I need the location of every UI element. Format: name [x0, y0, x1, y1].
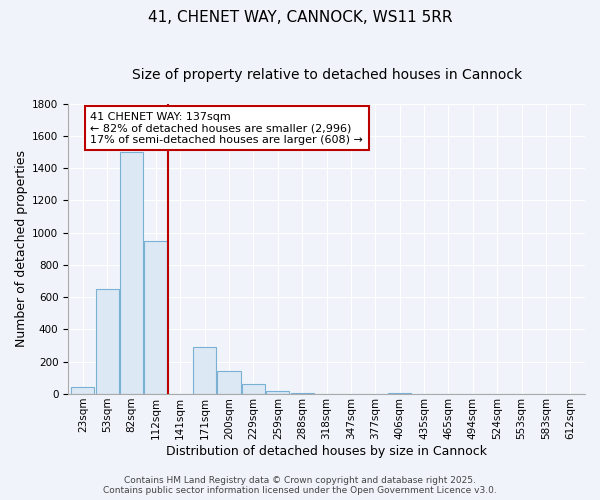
Bar: [242, 384, 265, 394]
Bar: [388, 393, 411, 394]
Text: Contains HM Land Registry data © Crown copyright and database right 2025.
Contai: Contains HM Land Registry data © Crown c…: [103, 476, 497, 495]
Bar: [217, 372, 241, 394]
Bar: [290, 393, 314, 394]
Bar: [266, 391, 289, 394]
Text: 41 CHENET WAY: 137sqm
← 82% of detached houses are smaller (2,996)
17% of semi-d: 41 CHENET WAY: 137sqm ← 82% of detached …: [90, 112, 363, 145]
Bar: [120, 152, 143, 394]
Text: 41, CHENET WAY, CANNOCK, WS11 5RR: 41, CHENET WAY, CANNOCK, WS11 5RR: [148, 10, 452, 25]
Y-axis label: Number of detached properties: Number of detached properties: [15, 150, 28, 348]
Bar: [95, 289, 119, 394]
Bar: [193, 347, 216, 394]
Title: Size of property relative to detached houses in Cannock: Size of property relative to detached ho…: [131, 68, 521, 82]
X-axis label: Distribution of detached houses by size in Cannock: Distribution of detached houses by size …: [166, 444, 487, 458]
Bar: [71, 387, 94, 394]
Bar: [145, 240, 167, 394]
